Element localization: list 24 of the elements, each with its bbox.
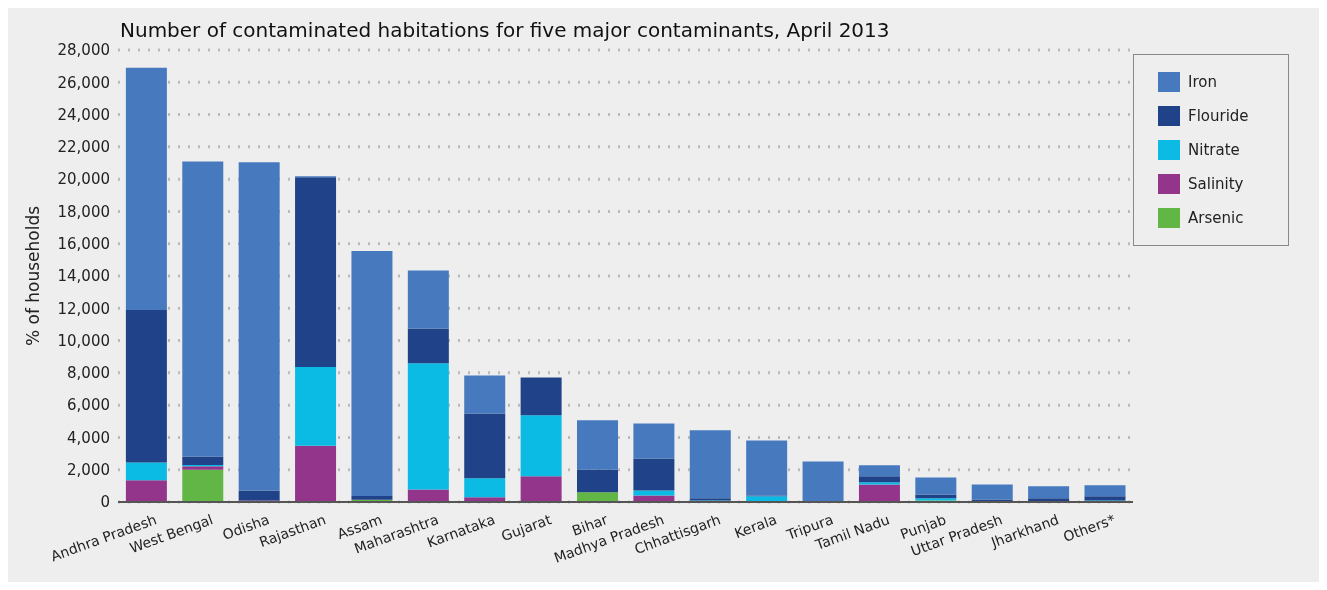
y-tick-label: 14,000 [57,267,110,286]
y-tick-label: 24,000 [57,105,110,124]
y-tick-label: 22,000 [57,138,110,157]
legend-label: Salinity [1188,175,1244,193]
x-tick-label: Kerala [732,511,779,542]
y-tick-label: 18,000 [57,202,110,221]
legend-label: Flouride [1188,107,1249,125]
y-axis-title: % of households [23,205,44,347]
y-tick-label: 10,000 [57,331,110,350]
y-tick-label: 20,000 [57,170,110,189]
y-tick-label: 12,000 [57,299,110,318]
x-tick-label: Bihar [569,511,610,539]
legend-label: Iron [1188,73,1217,91]
y-tick-label: 6,000 [67,396,110,415]
y-tick-label: 4,000 [67,428,110,447]
y-tick-label: 8,000 [67,364,110,383]
y-tick-label: 16,000 [57,235,110,254]
y-tick-label: 28,000 [57,41,110,60]
legend-label: Arsenic [1188,209,1244,227]
y-tick-label: 2,000 [67,461,110,480]
y-tick-label: 26,000 [57,73,110,92]
legend-label: Nitrate [1188,141,1240,159]
y-tick-label: 0 [100,493,110,512]
chart-title: Number of contaminated habitations for five major contaminants, April 2013 [120,18,890,42]
